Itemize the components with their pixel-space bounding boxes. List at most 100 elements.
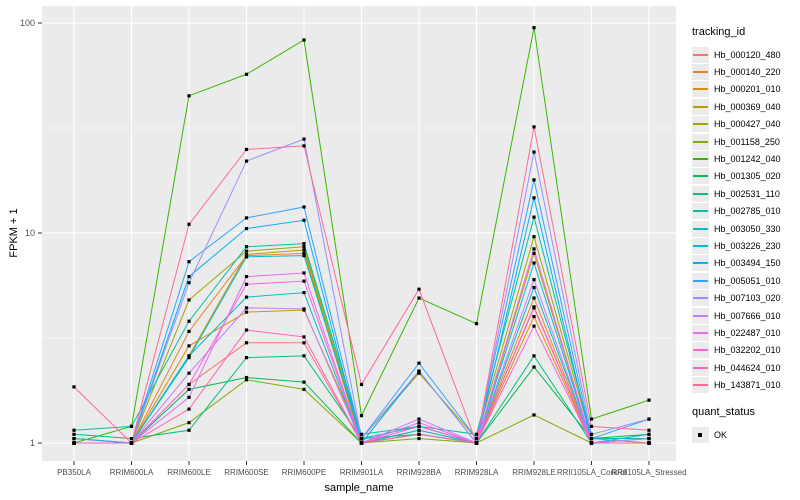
data-point: [187, 395, 191, 399]
data-point: [187, 319, 191, 323]
y-tick-label: 10: [25, 228, 35, 238]
legend-entry-Hb_005051_010: Hb_005051_010: [692, 272, 798, 289]
data-point: [647, 436, 651, 441]
legend-key-swatch: [692, 185, 709, 202]
data-point: [474, 432, 479, 436]
data-point: [187, 387, 191, 391]
legend-line-icon: [693, 244, 708, 247]
data-point: [244, 252, 249, 257]
data-point: [647, 417, 651, 421]
data-point: [187, 421, 191, 425]
data-point: [302, 218, 306, 222]
legend-entry-Hb_003050_330: Hb_003050_330: [692, 220, 798, 237]
data-point: [532, 354, 536, 358]
quant-status-key: [692, 426, 709, 443]
legend-entry-Hb_001305_020: Hb_001305_020: [692, 168, 798, 185]
data-point: [359, 414, 364, 418]
data-point: [302, 242, 306, 246]
legend-line-icon: [693, 279, 708, 282]
legend-entry-label: Hb_007103_020: [714, 293, 781, 304]
legend-title-tracking-id: tracking_id: [692, 26, 746, 38]
quant-status-section: quant_status OK: [692, 406, 798, 443]
legend-entry-label: Hb_000120_480: [714, 49, 781, 60]
data-point: [417, 432, 421, 436]
y-tick-label: 100: [20, 18, 35, 28]
y-axis-tick-labels: 1 10 100: [20, 18, 35, 448]
data-point: [532, 247, 536, 251]
legend-key-swatch: [692, 307, 709, 324]
legend-entries: Hb_000120_480 Hb_000140_220 Hb_000201_010 H…: [692, 46, 798, 394]
legend-key-swatch: [692, 151, 709, 168]
legend-entry-label: Hb_003050_330: [714, 223, 781, 234]
data-point: [359, 432, 364, 436]
data-point: [302, 248, 306, 252]
data-point: [187, 298, 191, 302]
legend-line-icon: [693, 53, 708, 56]
data-point: [532, 261, 536, 265]
data-point: [532, 365, 536, 369]
axis-tick-marks: [38, 22, 650, 465]
data-point: [129, 441, 134, 445]
data-point: [532, 413, 536, 417]
legend-entry-label: Hb_003494_150: [714, 258, 781, 269]
legend-entry-Hb_143871_010: Hb_143871_010: [692, 376, 798, 394]
data-point: [302, 387, 306, 391]
legend-line-icon: [693, 158, 708, 161]
data-point: [187, 329, 191, 333]
series-points: [72, 26, 651, 445]
data-point: [187, 94, 191, 98]
legend-entry-label: Hb_001242_040: [714, 154, 781, 165]
legend-line-icon: [693, 123, 708, 126]
data-point: [532, 306, 536, 310]
legend-entry-label: Hb_001305_020: [714, 171, 781, 182]
legend-entry-Hb_000201_010: Hb_000201_010: [692, 81, 798, 98]
data-point: [302, 205, 306, 209]
data-point: [532, 277, 536, 282]
data-point: [244, 226, 249, 231]
data-point: [417, 428, 421, 432]
data-point: [302, 271, 306, 275]
data-point: [647, 398, 651, 402]
data-point: [187, 344, 191, 348]
legend-line-icon: [693, 384, 708, 387]
data-point: [417, 287, 421, 291]
data-point: [72, 385, 76, 389]
data-point: [589, 432, 594, 436]
data-point: [244, 341, 249, 345]
data-point: [244, 72, 249, 76]
x-tick-label: RRIM901LA: [340, 468, 384, 477]
data-point: [129, 436, 134, 441]
data-point: [532, 178, 536, 182]
legend-line-icon: [693, 331, 708, 334]
data-point: [244, 356, 249, 360]
y-tick-label: 1: [30, 438, 35, 448]
legend-line-icon: [693, 140, 708, 143]
x-tick-label: RRIM600LE: [167, 468, 211, 477]
x-tick-label: PB350LA: [57, 468, 91, 477]
legend-key-swatch: [692, 237, 709, 254]
legend-line-icon: [693, 349, 708, 352]
x-tick-label: RRIM928LA: [455, 468, 499, 477]
data-point: [302, 254, 306, 258]
data-point: [187, 428, 191, 432]
legend-entry-label: Hb_001158_250: [714, 136, 780, 147]
data-point: [187, 407, 191, 411]
x-axis-tick-labels: PB350LA RRIM600LA RRIM600LE RRIM600SE RRIM60…: [57, 468, 686, 477]
legend-entry-label: Hb_000427_040: [714, 119, 781, 130]
x-axis-title: sample_name: [324, 482, 393, 494]
data-point: [72, 428, 76, 432]
data-point: [359, 436, 364, 441]
legend-entry-Hb_022487_010: Hb_022487_010: [692, 324, 798, 341]
data-point: [72, 436, 76, 441]
data-point: [187, 281, 191, 285]
data-point: [244, 306, 249, 310]
legend-line-icon: [693, 297, 708, 300]
black-point-icon: [698, 432, 702, 437]
data-point: [302, 380, 306, 384]
data-point: [244, 274, 249, 279]
data-point: [187, 354, 191, 358]
legend-key-swatch: [692, 64, 709, 81]
data-point: [359, 382, 364, 387]
quant-status-row: OK: [692, 426, 798, 443]
data-point: [302, 279, 306, 283]
